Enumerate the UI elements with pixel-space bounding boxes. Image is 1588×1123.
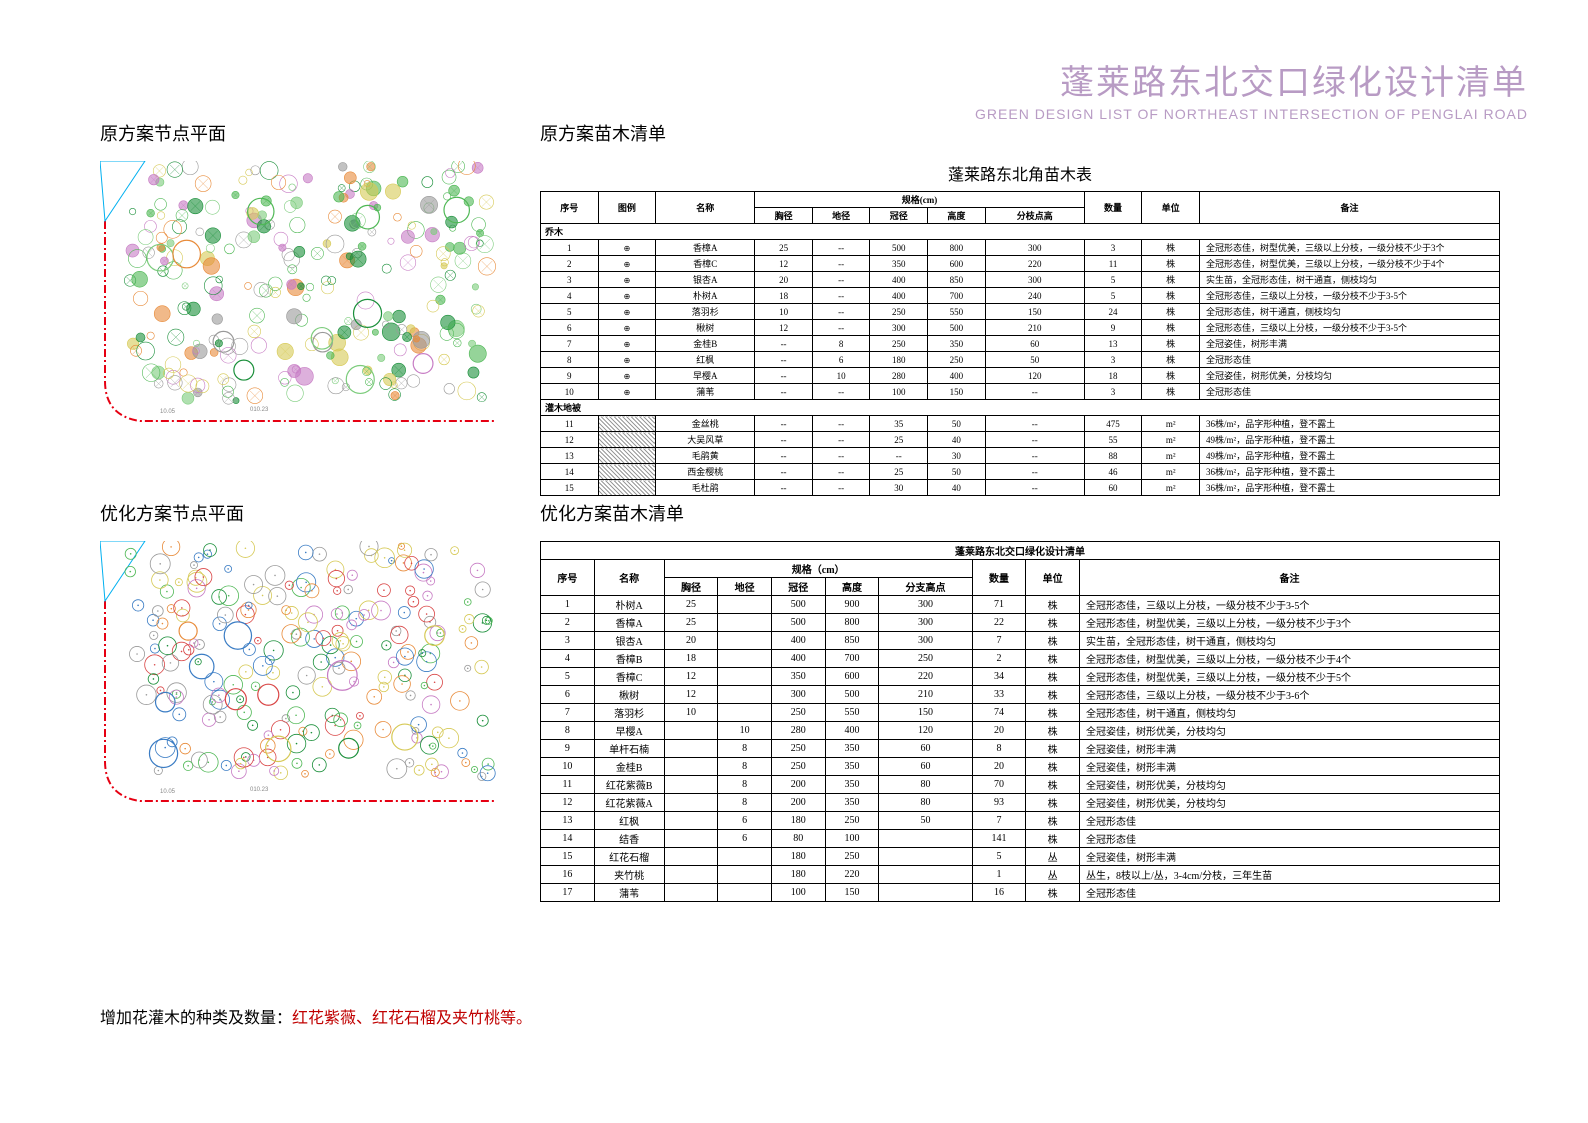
table-row: 4⊕朴树A18--4007002405株全冠形态佳，三级以上分枝，一级分枝不少于… [541,288,1500,304]
table-row: 14西金樱桃----2550--46m²36株/m²，品字形种植，登不露土 [541,464,1500,480]
th-unit: 单位 [1142,192,1200,224]
table-row: 8⊕红枫--6180250503株全冠形态佳 [541,352,1500,368]
th-fz: 分枝点高 [985,208,1084,224]
table-row: 5⊕落羽杉10--25055015024株全冠形态佳，树干通直，侧枝均匀 [541,304,1500,320]
table-row: 6⊕楸树12--3005002109株全冠形态佳，三级以上分枝，一级分枝不少于3… [541,320,1500,336]
th-dj: 地径 [812,208,870,224]
title-chinese: 蓬莱路东北交口绿化设计清单 [975,55,1528,104]
table-row: 17蒲苇10015016株全冠形态佳 [541,884,1500,902]
footer-note: 增加花灌木的种类及数量：红花紫薇、红花石榴及夹竹桃等。 [100,1004,532,1028]
table-row: 2香樟A2550080030022株全冠形态佳，树型优美，三级以上分枝，一级分枝… [541,614,1500,632]
th2-qty: 数量 [972,560,1026,596]
label-optimized-list: 优化方案苗木清单 [540,500,1500,526]
th-spec: 规格(cm) [755,192,1084,208]
table-row: 9⊕早樱A--1028040012018株全冠姿佳，树形优美，分枝均匀 [541,368,1500,384]
table2-title: 蓬莱路东北交口绿化设计清单 [541,542,1500,560]
label-original-list: 原方案苗木清单 [540,120,1500,146]
optimized-list-section: 优化方案苗木清单 蓬莱路东北交口绿化设计清单 序号 名称 规格（cm） 数量 单… [540,500,1500,902]
original-plan-drawing: 10.05 010.23 [100,161,500,441]
th2-fz: 分支高点 [879,578,972,596]
th-qty: 数量 [1084,192,1142,224]
svg-text:10.05: 10.05 [160,789,176,795]
th2-rem: 备注 [1080,560,1500,596]
table-row: 6楸树1230050021033株全冠形态佳，三级以上分枝，一级分枝不少于3-6… [541,686,1500,704]
th-xj: 胸径 [755,208,813,224]
table-row: 13毛鹃黄------30--88m²49株/m²，品字形种植，登不露土 [541,448,1500,464]
footer-highlight: 红花紫薇、红花石榴及夹竹桃等。 [292,1010,532,1027]
table-row: 7落羽杉1025055015074株全冠形态佳，树干通直，侧枝均匀 [541,704,1500,722]
th2-gd: 高度 [825,578,879,596]
table-row: 7⊕金桂B--82503506013株全冠姿佳，树形丰满 [541,336,1500,352]
original-plan-section: 原方案节点平面 10.05 010.23 [100,120,500,446]
original-plant-table: 序号 图例 名称 规格(cm) 数量 单位 备注 胸径 地径 冠径 高度 分枝点… [540,191,1500,496]
table-row: 13红枫6180250507株全冠形态佳 [541,812,1500,830]
table-row: 15红花石榴1802505丛全冠姿佳，树形丰满 [541,848,1500,866]
svg-text:010.23: 010.23 [250,787,269,793]
table-row: 16夹竹桃1802201丛丛生，8枝以上/丛，3-4cm/分枝，三年生苗 [541,866,1500,884]
section-row: 灌木地被 [541,400,1500,416]
table-row: 1朴树A2550090030071株全冠形态佳，三级以上分枝，一级分枝不少于3-… [541,596,1500,614]
th-seq: 序号 [541,192,599,224]
svg-text:010.23: 010.23 [250,407,269,413]
th-gd: 高度 [928,208,986,224]
section-row: 乔木 [541,224,1500,240]
th-gj: 冠径 [870,208,928,224]
table-row: 11红花紫薇B82003508070株全冠姿佳，树形优美，分枝均匀 [541,776,1500,794]
table-row: 9单杆石楠8250350608株全冠姿佳，树形丰满 [541,740,1500,758]
th-rem: 备注 [1200,192,1500,224]
th2-unit: 单位 [1026,560,1080,596]
th2-dj: 地径 [718,578,772,596]
table-row: 12红花紫薇A82003508093株全冠姿佳，树形优美，分枝均匀 [541,794,1500,812]
th2-gj: 冠径 [771,578,825,596]
table-row: 3⊕银杏A20--4008503005株实生苗，全冠形态佳，树干通直，侧枝均匀 [541,272,1500,288]
original-list-section: 原方案苗木清单 蓬莱路东北角苗木表 序号 图例 名称 规格(cm) 数量 单位 … [540,120,1500,496]
table-row: 15毛杜鹃----3040--60m²36株/m²，品字形种植，登不露土 [541,480,1500,496]
th2-seq: 序号 [541,560,595,596]
th2-spec: 规格（cm） [664,560,972,578]
optimized-plan-drawing: 10.05 010.23 [100,541,500,821]
table-row: 2⊕香樟C12--35060022011株全冠形态佳，树型优美，三级以上分枝，一… [541,256,1500,272]
table-row: 12大吴风草----2540--55m²49株/m²，品字形种植，登不露土 [541,432,1500,448]
table-row: 1⊕香樟A25--5008003003株全冠形态佳，树型优美，三级以上分枝，一级… [541,240,1500,256]
table-row: 8早樱A1028040012020株全冠姿佳，树形优美，分枝均匀 [541,722,1500,740]
table-row: 11金丝桃----3550--475m²36株/m²，品字形种植，登不露土 [541,416,1500,432]
table-row: 3银杏A204008503007株实生苗，全冠形态佳，树干通直，侧枝均匀 [541,632,1500,650]
table1-title: 蓬莱路东北角苗木表 [540,161,1500,185]
optimized-plant-table: 蓬莱路东北交口绿化设计清单 序号 名称 规格（cm） 数量 单位 备注 胸径 地… [540,541,1500,902]
th-name: 名称 [656,192,755,224]
svg-text:10.05: 10.05 [160,409,176,415]
th2-xj: 胸径 [664,578,718,596]
th2-name: 名称 [594,560,664,596]
th-pic: 图例 [598,192,656,224]
footer-prefix: 增加花灌木的种类及数量： [100,1010,292,1027]
table-row: 4香樟B184007002502株全冠形态佳，树型优美，三级以上分枝，一级分枝不… [541,650,1500,668]
table-row: 14结香680100141株全冠形态佳 [541,830,1500,848]
table-row: 10⊕蒲苇----100150--3株全冠形态佳 [541,384,1500,400]
page-header: 蓬莱路东北交口绿化设计清单 GREEN DESIGN LIST OF NORTH… [975,55,1528,122]
table-row: 10金桂B82503506020株全冠姿佳，树形丰满 [541,758,1500,776]
table-row: 5香樟C1235060022034株全冠形态佳，树型优美，三级以上分枝，一级分枝… [541,668,1500,686]
optimized-plan-section: 优化方案节点平面 10.05 010.23 [100,500,500,826]
label-original-plan: 原方案节点平面 [100,120,500,146]
label-optimized-plan: 优化方案节点平面 [100,500,500,526]
